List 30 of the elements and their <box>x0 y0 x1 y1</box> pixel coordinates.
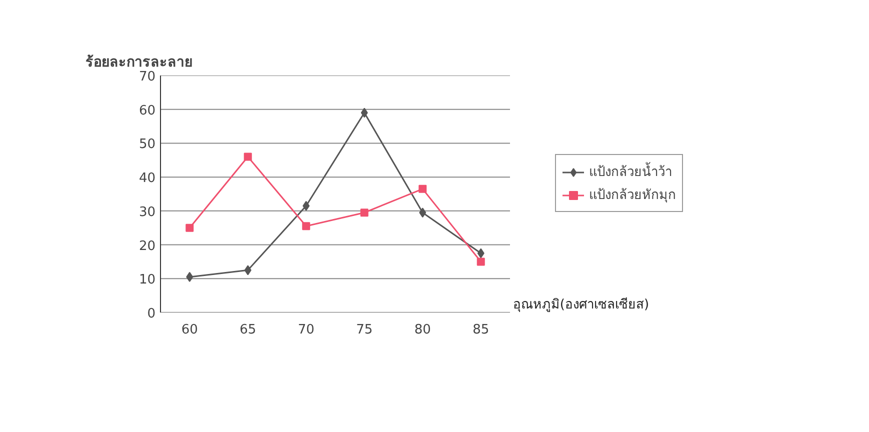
point <box>418 184 427 193</box>
x-tick-label: 85 <box>472 322 490 338</box>
x-tick-label: 80 <box>414 322 431 338</box>
x-tick-label: 60 <box>181 322 198 338</box>
point <box>419 208 426 218</box>
y-tick-label: 30 <box>138 204 156 220</box>
point <box>360 208 368 217</box>
point <box>302 222 310 230</box>
point <box>302 200 310 211</box>
y-tick-label: 70 <box>138 70 156 84</box>
point <box>244 265 252 276</box>
x-tick-label: 70 <box>298 322 314 338</box>
legend-label: แป้งกล้วยหักมุก <box>589 187 676 205</box>
y-tick-label: 0 <box>147 306 156 322</box>
x-axis-title: อุณหภูมิ(องศาเซลเซียส) <box>512 296 650 312</box>
y-tick-label: 20 <box>138 238 156 254</box>
y-tick-label: 40 <box>138 171 156 186</box>
point <box>186 272 194 282</box>
x-tick-label: 75 <box>356 322 373 338</box>
y-tick-label: 60 <box>138 103 156 118</box>
point <box>476 258 485 266</box>
y-tick-label: 10 <box>138 272 156 288</box>
y-axis-title: ร้อยละการละลาย <box>86 54 192 70</box>
legend-label: แป้งกล้วยน้ำว้า <box>589 161 672 182</box>
y-tick-label: 50 <box>138 137 156 152</box>
point <box>244 152 252 161</box>
x-tick-label: 65 <box>240 322 256 338</box>
point <box>186 224 194 232</box>
point <box>360 108 368 118</box>
point <box>477 248 484 258</box>
